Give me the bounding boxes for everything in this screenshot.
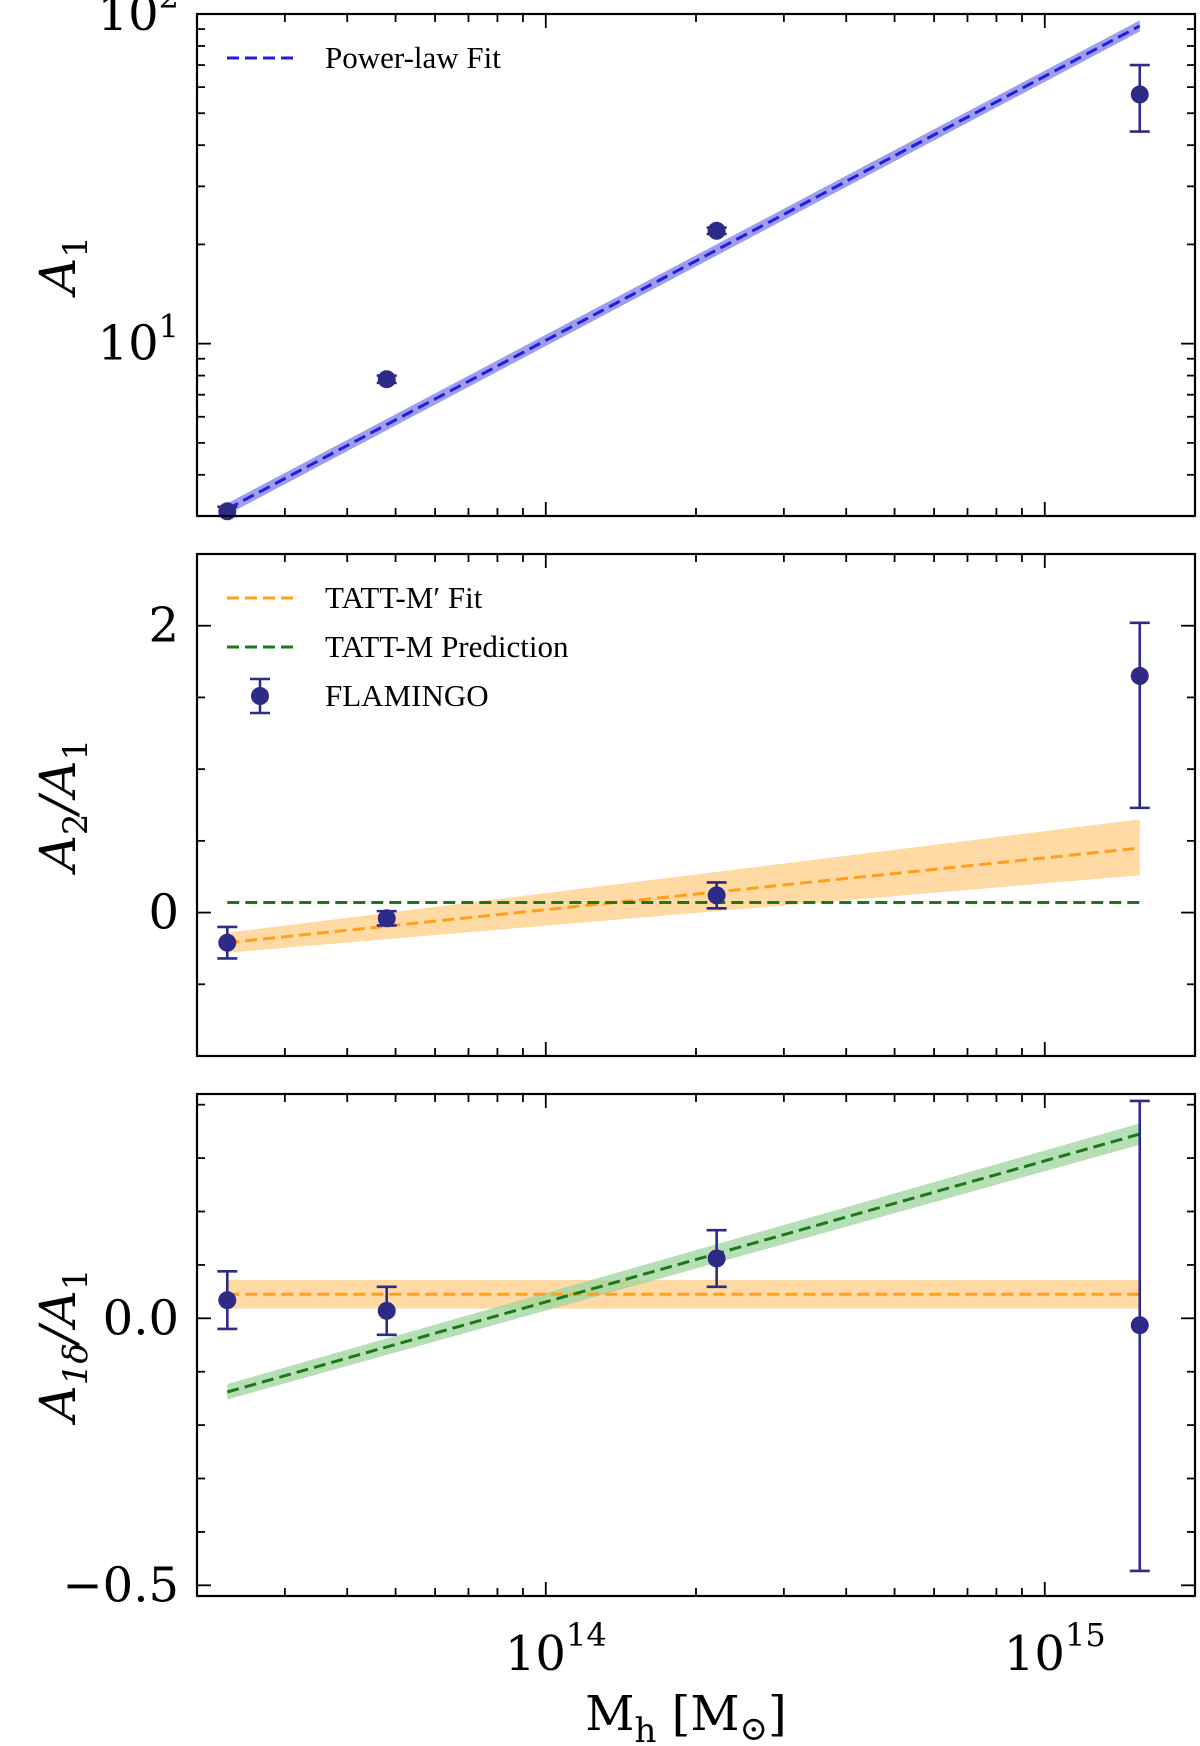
legend-item: TATT-M′ Fit (227, 580, 483, 615)
data-point (377, 909, 396, 928)
data-point (1130, 1316, 1149, 1335)
y-tick-label: 0.0 (103, 1290, 179, 1346)
legend-item: TATT-M Prediction (227, 629, 569, 664)
y-tick-label: −0.5 (62, 1557, 179, 1613)
y-tick-label: 102 (98, 0, 179, 42)
data-point (218, 1291, 237, 1310)
confidence-band (227, 20, 1140, 515)
legend-label: FLAMINGO (325, 678, 489, 713)
data-point (377, 1301, 396, 1320)
data-point (707, 221, 726, 240)
y-axis-label: A1 (29, 236, 96, 298)
x-tick-label: 1015 (1004, 1616, 1106, 1682)
legend-item: Power-law Fit (227, 40, 501, 75)
y-axis-label: A2/A1 (29, 739, 96, 875)
data-point (218, 933, 237, 952)
data-point (1130, 85, 1149, 104)
fit-line (227, 846, 1140, 945)
y-axis-label: A1δ/A1 (29, 1269, 96, 1426)
data-point (218, 502, 237, 521)
y-tick-label: 101 (98, 308, 179, 372)
legend-item: FLAMINGO (250, 677, 489, 715)
data-point (1130, 666, 1149, 685)
legend-label: TATT-M′ Fit (325, 580, 483, 615)
y-tick-label: 0 (148, 885, 179, 941)
confidence-band (227, 1123, 1140, 1400)
plot-area (227, 819, 1140, 953)
y-tick-label: 2 (148, 598, 179, 654)
x-tick-label: 1014 (505, 1616, 607, 1682)
panel-middle: 0 2 A2/A1 TATT-M′ Fit TATT-M Prediction FLAMI… (29, 552, 1197, 1058)
data-point (707, 1249, 726, 1268)
panel-top: 101 102 A1 Power-law Fit (29, 0, 1197, 521)
data-point (377, 370, 396, 389)
confidence-band (227, 819, 1140, 953)
legend-label: TATT-M Prediction (325, 629, 569, 664)
panel-bottom: 0.0 −0.5 A1δ/A1 1014 1015 Mh [M⊙] (29, 1092, 1197, 1746)
fit-line (226, 1132, 1141, 1394)
data-point (707, 886, 726, 905)
fit-line (226, 24, 1141, 511)
legend-marker (251, 687, 269, 705)
x-axis-label: Mh [M⊙] (585, 1686, 786, 1746)
legend-label: Power-law Fit (325, 40, 501, 75)
plot-area (226, 1123, 1141, 1400)
plot-area (226, 20, 1141, 515)
